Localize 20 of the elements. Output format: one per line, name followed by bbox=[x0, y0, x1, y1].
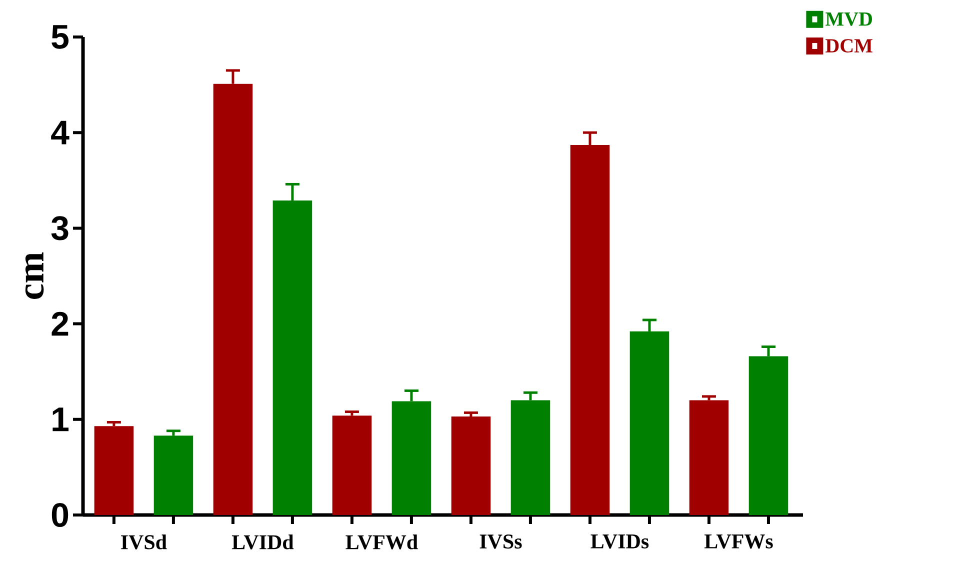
y-tick-label: 1 bbox=[52, 408, 69, 432]
x-tick-label: LVFWs bbox=[704, 534, 773, 549]
y-tick-label: 3 bbox=[51, 216, 68, 240]
bar bbox=[94, 426, 134, 515]
bar bbox=[154, 436, 194, 515]
y-tick-label: 4 bbox=[51, 120, 70, 144]
x-tick-label: IVSs bbox=[480, 534, 522, 549]
bar bbox=[451, 416, 491, 515]
x-tick-label: LVIDs bbox=[590, 534, 649, 549]
x-tick-label: LVIDd bbox=[232, 534, 294, 550]
legend-label: DCM bbox=[826, 39, 872, 53]
y-tick-label: 2 bbox=[52, 312, 68, 336]
bar bbox=[689, 400, 729, 515]
x-tick-label: LVFWd bbox=[346, 534, 418, 550]
y-tick-label: 5 bbox=[52, 25, 69, 49]
y-tick-label: 0 bbox=[52, 502, 68, 528]
x-tick-label: IVSd bbox=[121, 534, 167, 550]
y-axis-title: cm bbox=[25, 252, 44, 299]
bar bbox=[332, 416, 372, 515]
legend-label: MVD bbox=[826, 12, 872, 26]
